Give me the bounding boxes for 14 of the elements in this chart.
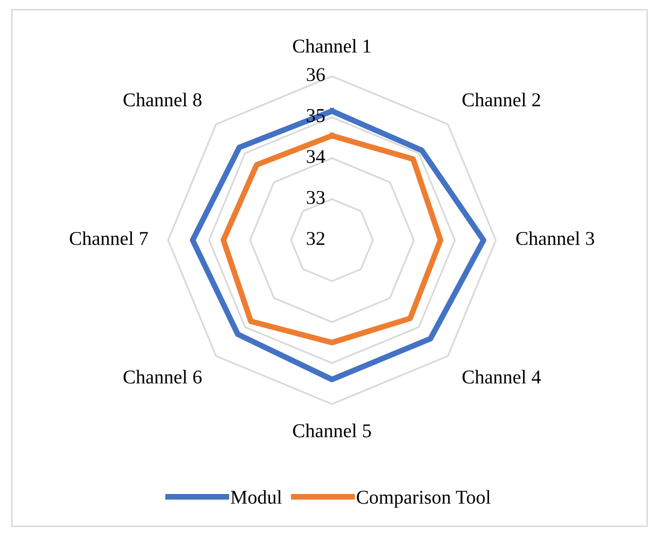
spoke-label: Channel 8: [124, 92, 202, 106]
spoke-label: Channel 6: [124, 370, 202, 384]
spoke-label: Channel 7: [70, 231, 148, 246]
y-tick-label: 33: [306, 190, 325, 204]
y-tick-label: 34: [306, 150, 326, 164]
legend-label: Comparison Tool: [356, 490, 491, 508]
spoke-label: Channel 4: [462, 370, 541, 384]
spoke-label: Channel 3: [516, 231, 594, 246]
spoke-label: Channel 1: [293, 38, 370, 53]
spoke-label: Channel 2: [462, 92, 540, 106]
y-tick-label: 32: [306, 232, 324, 246]
spoke-label: Channel 5: [293, 424, 371, 438]
legend-label: Modul: [230, 490, 282, 504]
y-tick-label: 36: [306, 68, 325, 82]
